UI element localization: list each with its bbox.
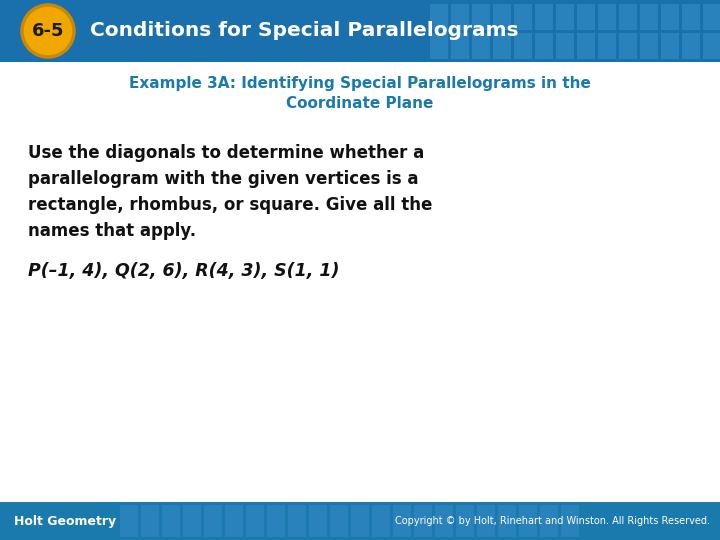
Bar	[598, 33, 616, 59]
Bar	[141, 505, 159, 537]
Bar	[661, 33, 679, 59]
Text: Example 3A: Identifying Special Parallelograms in the: Example 3A: Identifying Special Parallel…	[129, 76, 591, 91]
Bar	[430, 33, 448, 59]
Bar	[288, 505, 306, 537]
Bar	[477, 505, 495, 537]
Bar	[456, 505, 474, 537]
Text: 6-5: 6-5	[32, 22, 64, 40]
Bar	[204, 505, 222, 537]
Text: rectangle, rhombus, or square. Give all the: rectangle, rhombus, or square. Give all …	[28, 196, 433, 214]
Text: Copyright © by Holt, Rinehart and Winston. All Rights Reserved.: Copyright © by Holt, Rinehart and Winsto…	[395, 516, 710, 526]
Bar	[619, 4, 637, 30]
Text: names that apply.: names that apply.	[28, 222, 196, 240]
Circle shape	[22, 5, 74, 57]
Text: Holt Geometry: Holt Geometry	[14, 515, 116, 528]
Bar	[0, 0, 720, 62]
Bar	[451, 33, 469, 59]
Bar	[493, 4, 511, 30]
Bar	[435, 505, 453, 537]
Bar	[640, 4, 658, 30]
Bar	[540, 505, 558, 537]
Bar	[514, 33, 532, 59]
Bar	[561, 505, 579, 537]
Bar	[498, 505, 516, 537]
Bar	[682, 33, 700, 59]
Bar	[162, 505, 180, 537]
Bar	[703, 4, 720, 30]
Bar	[372, 505, 390, 537]
Bar	[0, 502, 720, 540]
Bar	[640, 33, 658, 59]
Bar	[514, 4, 532, 30]
Bar	[451, 4, 469, 30]
Bar	[619, 33, 637, 59]
Bar	[703, 33, 720, 59]
Bar	[414, 505, 432, 537]
Bar	[577, 4, 595, 30]
Bar	[598, 4, 616, 30]
Bar	[246, 505, 264, 537]
Bar	[519, 505, 537, 537]
Bar	[309, 505, 327, 537]
Bar	[330, 505, 348, 537]
Bar	[183, 505, 201, 537]
Bar	[682, 4, 700, 30]
Bar	[472, 33, 490, 59]
Text: Conditions for Special Parallelograms: Conditions for Special Parallelograms	[90, 22, 518, 40]
Bar	[472, 4, 490, 30]
Bar	[493, 33, 511, 59]
Bar	[120, 505, 138, 537]
Text: P(–1, 4), Q(2, 6), R(4, 3), S(1, 1): P(–1, 4), Q(2, 6), R(4, 3), S(1, 1)	[28, 262, 340, 280]
Bar	[661, 4, 679, 30]
Bar	[430, 4, 448, 30]
Text: parallelogram with the given vertices is a: parallelogram with the given vertices is…	[28, 170, 418, 188]
Text: Coordinate Plane: Coordinate Plane	[287, 96, 433, 111]
Bar	[267, 505, 285, 537]
Bar	[577, 33, 595, 59]
Bar	[535, 4, 553, 30]
Bar	[225, 505, 243, 537]
Bar	[393, 505, 411, 537]
Bar	[556, 33, 574, 59]
Bar	[535, 33, 553, 59]
Bar	[351, 505, 369, 537]
Text: Use the diagonals to determine whether a: Use the diagonals to determine whether a	[28, 144, 424, 162]
Bar	[556, 4, 574, 30]
